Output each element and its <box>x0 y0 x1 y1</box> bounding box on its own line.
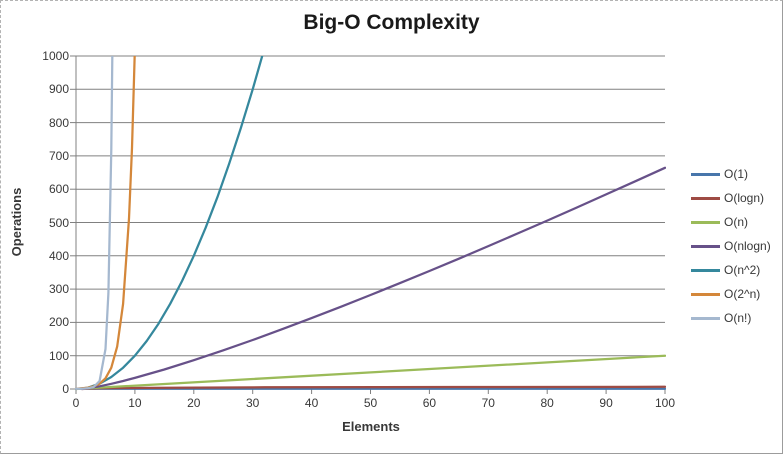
legend-item: O(n) <box>691 210 771 234</box>
series-line-O(n) <box>75 354 666 391</box>
legend-line-swatch <box>691 220 720 224</box>
x-tick-label: 0 <box>72 396 80 410</box>
y-tick-label: 300 <box>48 282 69 297</box>
x-tick-label: 50 <box>363 396 378 410</box>
legend-item: O(nlogn) <box>691 234 771 258</box>
legend-label: O(n!) <box>724 311 752 325</box>
series-line-O(nlogn) <box>80 166 666 391</box>
legend-label: O(1) <box>724 167 748 181</box>
y-tick-label: 100 <box>48 348 69 363</box>
x-tick-label: 10 <box>128 396 142 410</box>
legend-label: O(n^2) <box>724 263 761 277</box>
series-line-O(n!) <box>75 56 114 390</box>
x-tick-label: 70 <box>481 396 495 410</box>
x-tick-label: 80 <box>540 396 554 410</box>
legend-item: O(n!) <box>691 306 771 330</box>
y-tick-label: 600 <box>48 182 69 197</box>
y-tick-label: 1000 <box>42 49 69 63</box>
chart-title: Big-O Complexity <box>303 11 480 34</box>
x-tick-label: 40 <box>304 396 319 410</box>
y-tick-label: 0 <box>62 382 69 396</box>
legend-label: O(logn) <box>724 191 765 205</box>
x-tick-label: 90 <box>599 396 613 410</box>
series-line-O(n^2) <box>75 56 264 391</box>
legend-item: O(1) <box>691 162 771 186</box>
legend-line-swatch <box>691 292 720 296</box>
y-tick-label: 500 <box>48 215 69 230</box>
y-axis-title: Operations <box>9 187 24 257</box>
legend: O(1) O(logn) O(n) O(nlogn) O(n^2) O(2^n) O(n!) <box>691 162 771 330</box>
legend-line-swatch <box>691 316 720 320</box>
legend-line-swatch <box>691 172 720 176</box>
legend-item: O(2^n) <box>691 282 771 306</box>
legend-item: O(logn) <box>691 186 771 210</box>
x-tick-label: 100 <box>654 396 676 410</box>
legend-item: O(n^2) <box>691 258 771 282</box>
legend-line-swatch <box>691 268 720 272</box>
y-tick-label: 400 <box>48 248 69 263</box>
legend-line-swatch <box>691 244 720 248</box>
y-tick-label: 900 <box>48 82 69 97</box>
legend-label: O(n) <box>724 215 748 229</box>
y-tick-label: 700 <box>48 148 69 163</box>
x-tick-label: 60 <box>422 396 437 410</box>
y-tick-label: 200 <box>48 315 69 330</box>
x-tick-label: 20 <box>187 396 201 410</box>
legend-label: O(2^n) <box>724 287 761 301</box>
legend-line-swatch <box>691 196 720 200</box>
x-tick-label: 30 <box>246 396 260 410</box>
x-axis-title: Elements <box>342 419 400 434</box>
y-tick-label: 800 <box>48 115 69 130</box>
legend-label: O(nlogn) <box>724 239 771 253</box>
